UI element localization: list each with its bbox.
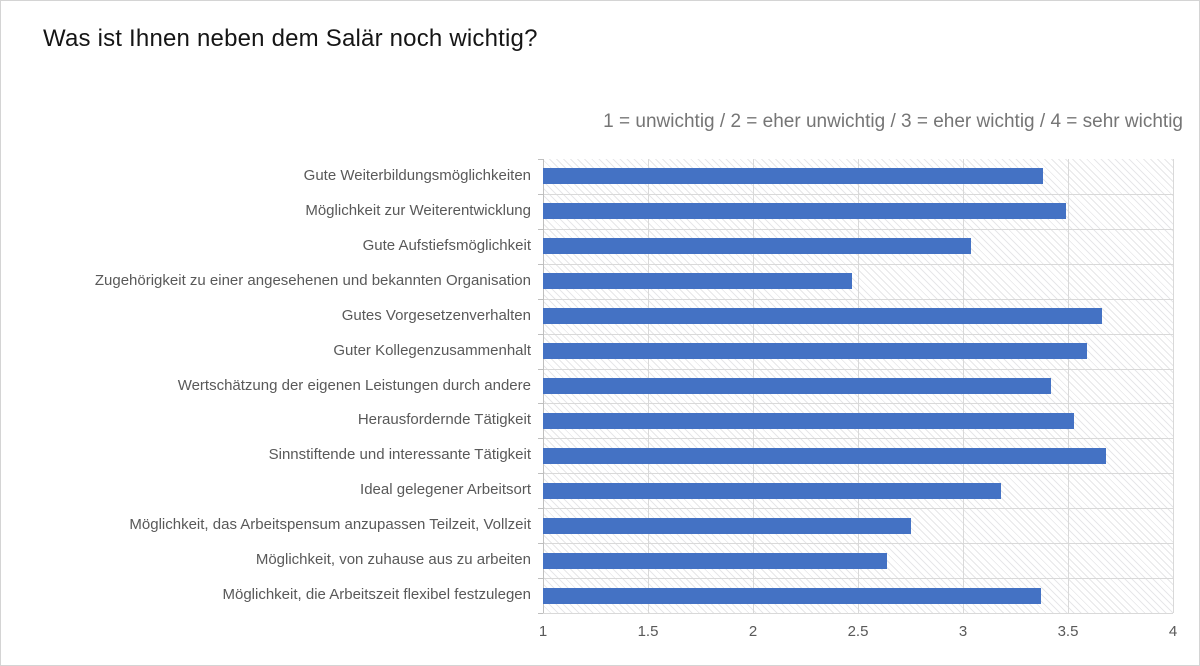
gridline-horizontal — [543, 264, 1173, 265]
gridline-horizontal — [543, 578, 1173, 579]
category-axis-tick — [538, 299, 543, 300]
category-label: Möglichkeit, die Arbeitszeit flexibel fe… — [222, 586, 532, 604]
gridline-vertical — [1172, 159, 1174, 613]
category-axis-tick — [538, 229, 543, 230]
bar — [543, 447, 1106, 464]
chart-subtitle: 1 = unwichtig / 2 = eher unwichtig / 3 =… — [603, 111, 1183, 132]
category-axis-tick — [538, 369, 543, 370]
category-label: Sinnstiftende und interessante Tätigkeit — [268, 446, 531, 464]
category-label: Wertschätzung der eigenen Leistungen dur… — [177, 376, 531, 394]
category-label: Gute Aufstiefsmöglichkeit — [362, 236, 531, 254]
x-tick-label: 2 — [748, 623, 758, 640]
x-tick-label: 3 — [958, 623, 968, 640]
category-label: Zugehörigkeit zu einer angesehenen und b… — [94, 271, 531, 289]
category-axis-tick — [538, 159, 543, 160]
gridline-horizontal — [543, 369, 1173, 370]
category-axis: Gute Weiterbildungsmöglichkeiten Möglichk… — [9, 159, 531, 613]
category-label: Ideal gelegener Arbeitsort — [360, 481, 531, 499]
bar — [543, 168, 1043, 185]
chart-title: Was ist Ihnen neben dem Salär noch wicht… — [43, 25, 538, 52]
category-axis-tick — [538, 578, 543, 579]
bar — [543, 343, 1087, 360]
gridline-horizontal — [543, 194, 1173, 195]
gridline-horizontal — [543, 438, 1173, 439]
category-label: Möglichkeit zur Weiterentwicklung — [305, 201, 531, 219]
bar — [543, 203, 1066, 220]
gridline-horizontal — [543, 473, 1173, 474]
category-label: Möglichkeit, von zuhause aus zu arbeiten — [255, 551, 531, 569]
gridline-vertical — [1067, 159, 1069, 613]
category-axis-tick — [538, 473, 543, 474]
gridline-horizontal — [543, 403, 1173, 404]
gridline-horizontal — [543, 508, 1173, 509]
category-axis-tick — [538, 194, 543, 195]
bar — [543, 238, 972, 255]
category-label: Guter Kollegenzusammenhalt — [333, 341, 531, 359]
x-tick-label: 3.5 — [1057, 623, 1079, 640]
category-axis-tick — [538, 438, 543, 439]
category-label: Möglichkeit, das Arbeitspensum anzupasse… — [129, 516, 531, 534]
gridline-horizontal — [543, 229, 1173, 230]
category-axis-tick — [538, 403, 543, 404]
category-axis-tick — [538, 613, 543, 614]
x-tick-label: 4 — [1168, 623, 1178, 640]
bar — [543, 412, 1075, 429]
gridline-horizontal — [543, 543, 1173, 544]
x-tick-label: 1 — [538, 623, 548, 640]
category-axis-tick — [538, 543, 543, 544]
bar — [543, 552, 888, 569]
gridline-horizontal — [543, 334, 1173, 335]
category-label: Gutes Vorgesetzenverhalten — [341, 306, 531, 324]
plot-area — [543, 159, 1174, 614]
gridline-horizontal — [543, 299, 1173, 300]
bar — [543, 482, 1001, 499]
x-tick-label: 2.5 — [847, 623, 869, 640]
bar — [543, 273, 852, 290]
bar — [543, 517, 911, 534]
category-axis-tick — [538, 334, 543, 335]
category-axis-tick — [538, 264, 543, 265]
bar — [543, 308, 1102, 325]
category-label: Gute Weiterbildungsmöglichkeiten — [303, 167, 531, 184]
x-tick-label: 1.5 — [637, 623, 659, 640]
value-axis: 1 1.5 2 2.5 3 3.5 4 — [1, 623, 1199, 647]
bar — [543, 378, 1052, 394]
category-label: Herausfordernde Tätigkeit — [357, 411, 531, 429]
bar — [543, 587, 1041, 604]
category-axis-tick — [538, 508, 543, 509]
